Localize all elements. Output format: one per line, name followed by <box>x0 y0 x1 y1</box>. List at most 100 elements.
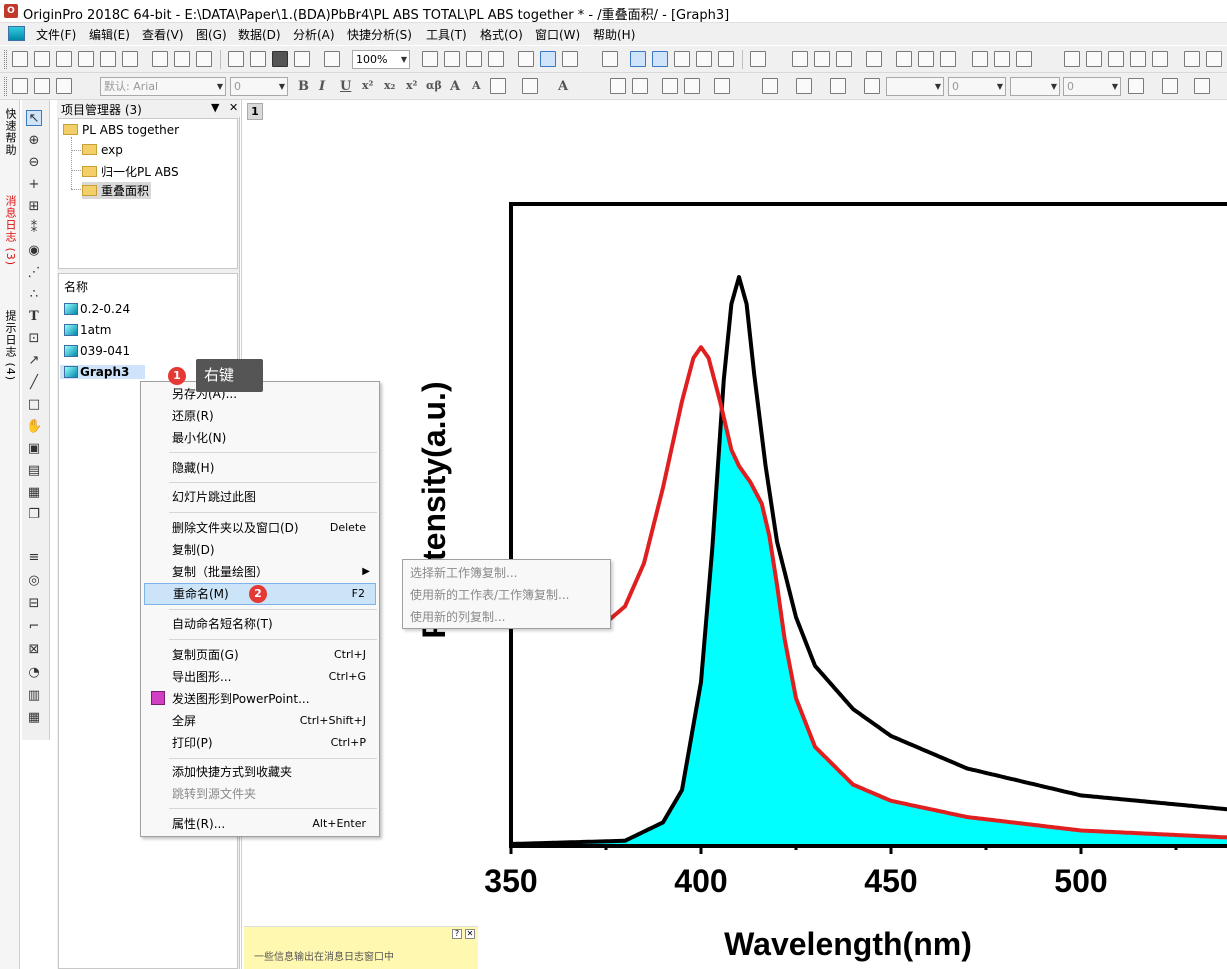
distribute-icon[interactable] <box>662 78 678 94</box>
tab-quick-help[interactable]: 快速帮助 <box>4 108 17 156</box>
menu-file[interactable]: 文件(F) <box>36 28 77 42</box>
screen-reader-icon[interactable]: + <box>28 177 40 192</box>
line-width-combo[interactable]: 0 ▼ <box>948 77 1006 96</box>
layer-settings-icon[interactable] <box>562 51 578 67</box>
y-column-icon[interactable] <box>1086 51 1102 67</box>
graph-window-icon[interactable] <box>8 26 25 41</box>
menu-item-skip-slideshow[interactable]: 幻灯片跳过此图 <box>144 486 376 508</box>
menu-edit[interactable]: 编辑(E) <box>89 28 130 42</box>
layer-icon[interactable]: ▦ <box>27 485 41 500</box>
menu-item-minimize[interactable]: 最小化(N) <box>144 427 376 449</box>
zoom-in-icon[interactable]: ⊕ <box>28 133 40 148</box>
unmerge-icon[interactable] <box>632 78 648 94</box>
open-icon[interactable] <box>228 51 244 67</box>
pattern-icon[interactable] <box>796 78 812 94</box>
filter-clear-icon[interactable] <box>994 51 1010 67</box>
save-project-icon[interactable] <box>272 51 288 67</box>
pointer-icon[interactable]: ↖ <box>26 110 42 126</box>
prev-column-icon[interactable] <box>1206 51 1222 67</box>
new-layout-icon[interactable] <box>152 51 168 67</box>
new-excel-icon[interactable] <box>196 51 212 67</box>
toolbar-grip[interactable] <box>4 77 7 96</box>
error-column-icon[interactable] <box>1130 51 1146 67</box>
hatch-icon[interactable] <box>1128 78 1144 94</box>
recalculate-icon[interactable] <box>324 51 340 67</box>
none-column-icon[interactable] <box>1152 51 1168 67</box>
menu-item-hide[interactable]: 隐藏(H) <box>144 457 376 479</box>
refresh-icon[interactable] <box>444 51 460 67</box>
data-reader-icon[interactable]: ⊞ <box>28 199 40 214</box>
align-icon[interactable] <box>490 78 506 94</box>
new-matrix-icon[interactable] <box>100 51 116 67</box>
font-name-combo[interactable]: 默认: Arial ▼ <box>100 77 226 96</box>
custom-routine-icon[interactable] <box>518 51 534 67</box>
pl-abs-chart[interactable]: 350 400 450 500 PL Intensity(a.u.) Waveleng… <box>241 100 1227 969</box>
close-icon[interactable]: ✕ <box>465 929 475 939</box>
menu-format[interactable]: 格式(O) <box>480 28 523 42</box>
arrow-tool-icon[interactable]: ↗ <box>28 353 40 368</box>
open-template-icon[interactable] <box>250 51 266 67</box>
copy-icon[interactable] <box>34 78 50 94</box>
line-tool-icon[interactable]: ╱ <box>30 375 38 390</box>
histogram-icon[interactable] <box>940 51 956 67</box>
menu-window[interactable]: 窗口(W) <box>535 28 581 42</box>
pin-icon[interactable]: ? <box>452 929 462 939</box>
menu-item-print[interactable]: 打印(P) Ctrl+P <box>144 732 376 754</box>
new-graph-icon[interactable] <box>78 51 94 67</box>
greek-button[interactable]: αβ <box>426 79 442 92</box>
date-time-icon[interactable]: ⌐ <box>28 619 40 634</box>
new-notes-icon[interactable] <box>174 51 190 67</box>
filter-icon[interactable] <box>972 51 988 67</box>
scale-bar-icon[interactable]: ⊟ <box>28 596 40 611</box>
insert-equation-icon[interactable]: ▤ <box>27 463 41 478</box>
project-explorer-icon[interactable] <box>602 51 618 67</box>
fill-color-icon[interactable] <box>762 78 778 94</box>
cut-icon[interactable] <box>12 78 28 94</box>
toolbar-grip[interactable] <box>4 50 7 69</box>
stack-icon[interactable]: ❐ <box>28 507 40 522</box>
merge-icon[interactable] <box>610 78 626 94</box>
scale-in-icon[interactable]: ◉ <box>28 243 40 258</box>
table-insert-icon[interactable]: ▦ <box>27 710 41 725</box>
x-column-icon[interactable] <box>1064 51 1080 67</box>
menu-item-delete[interactable]: 删除文件夹以及窗口(D) Delete <box>144 517 376 539</box>
filter-options-icon[interactable] <box>1016 51 1032 67</box>
menu-item-export-graph[interactable]: 导出图形... Ctrl+G <box>144 666 376 688</box>
menu-tools[interactable]: 工具(T) <box>426 28 467 42</box>
text-tool-icon[interactable]: T <box>29 309 39 324</box>
insert-graph-icon[interactable]: ▣ <box>27 441 41 456</box>
tree-folder-overlap-selected[interactable]: 重叠面积 <box>82 182 152 199</box>
code-window-icon[interactable] <box>674 51 690 67</box>
line-color-icon[interactable] <box>830 78 846 94</box>
layer-info-icon[interactable]: ⊠ <box>28 642 40 657</box>
timestamp-icon[interactable]: ◔ <box>28 665 40 680</box>
underline-button[interactable]: U <box>340 79 352 94</box>
list-item[interactable]: 1atm <box>64 323 111 337</box>
menu-quick-analysis[interactable]: 快捷分析(S) <box>347 28 412 42</box>
layers-icon[interactable] <box>540 51 556 67</box>
print-icon[interactable] <box>422 51 438 67</box>
line-style-icon[interactable] <box>864 78 880 94</box>
supersub-button[interactable]: x² <box>406 79 418 92</box>
bar-chart-icon[interactable] <box>896 51 912 67</box>
list-item-graph3-selected[interactable]: Graph3 <box>60 365 145 379</box>
subscript-button[interactable]: x₂ <box>384 79 396 92</box>
data-selector-icon[interactable]: ⁑ <box>30 221 38 236</box>
increase-font-button[interactable]: A <box>450 79 461 94</box>
tree-folder-exp[interactable]: exp <box>82 143 123 157</box>
object-manager-icon[interactable]: ▥ <box>27 688 41 703</box>
superscript-button[interactable]: x² <box>362 79 374 92</box>
line-style-combo[interactable]: ▼ <box>886 77 944 96</box>
font-color-button[interactable]: A <box>558 79 569 94</box>
menu-analysis[interactable]: 分析(A) <box>293 28 335 42</box>
layer-tab-1[interactable]: 1 <box>247 103 263 120</box>
list-item[interactable]: 0.2-0.24 <box>64 302 130 316</box>
legend-icon[interactable]: ≡ <box>28 550 40 565</box>
menu-view[interactable]: 查看(V) <box>142 28 184 42</box>
z-column-icon[interactable] <box>1108 51 1124 67</box>
row-statistics-icon[interactable] <box>814 51 830 67</box>
results-log-icon[interactable] <box>630 51 646 67</box>
menu-help[interactable]: 帮助(H) <box>593 28 636 42</box>
list-item[interactable]: 039-041 <box>64 344 130 358</box>
close-icon[interactable]: ✕ <box>229 101 239 114</box>
